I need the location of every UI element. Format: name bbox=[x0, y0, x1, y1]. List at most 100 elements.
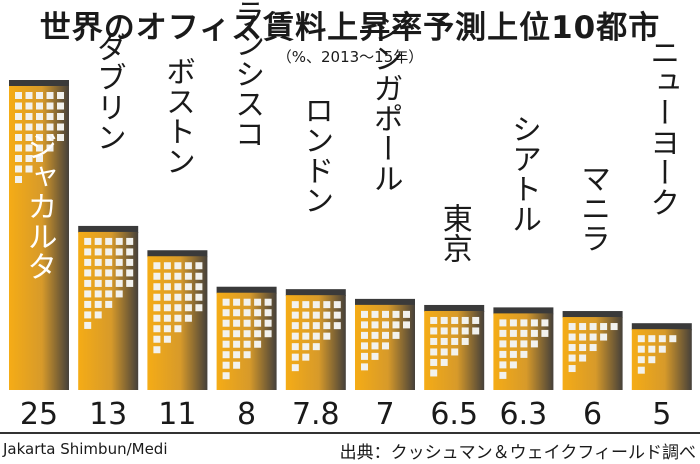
window bbox=[153, 346, 161, 354]
window bbox=[669, 335, 677, 343]
value-label: 11 bbox=[158, 397, 196, 432]
window bbox=[36, 155, 43, 162]
value-label: 6 bbox=[583, 397, 602, 432]
window bbox=[94, 248, 102, 256]
window bbox=[115, 279, 123, 287]
window bbox=[254, 309, 262, 317]
window bbox=[222, 319, 230, 327]
window bbox=[312, 322, 320, 330]
window bbox=[94, 279, 102, 287]
window bbox=[371, 310, 379, 318]
window bbox=[222, 330, 230, 338]
window bbox=[499, 350, 507, 358]
window bbox=[153, 272, 161, 280]
window bbox=[440, 316, 448, 324]
window bbox=[302, 353, 310, 361]
window bbox=[105, 237, 113, 245]
window bbox=[568, 323, 576, 331]
bar-top bbox=[562, 311, 623, 319]
window bbox=[589, 323, 597, 331]
window bbox=[579, 333, 587, 341]
window bbox=[174, 293, 182, 301]
value-label: 8 bbox=[237, 397, 256, 432]
window bbox=[520, 340, 528, 348]
window bbox=[451, 337, 459, 345]
window bbox=[57, 123, 64, 131]
window bbox=[509, 340, 517, 348]
window bbox=[84, 248, 92, 256]
bar-top bbox=[78, 225, 139, 233]
window bbox=[15, 92, 22, 99]
window bbox=[243, 330, 251, 338]
window bbox=[115, 258, 123, 266]
window bbox=[25, 102, 33, 110]
window bbox=[600, 333, 608, 341]
window bbox=[184, 304, 192, 312]
bar-8: シアトル bbox=[493, 113, 554, 390]
window bbox=[15, 123, 22, 131]
window bbox=[637, 356, 645, 364]
window bbox=[461, 327, 469, 335]
window bbox=[233, 361, 241, 369]
city-label: シンガポール bbox=[368, 13, 403, 193]
window bbox=[312, 343, 320, 351]
window bbox=[302, 332, 310, 340]
window bbox=[499, 319, 507, 327]
window bbox=[126, 248, 134, 256]
bar-4: サンフランシスコ bbox=[216, 0, 277, 390]
window bbox=[333, 311, 341, 319]
value-label: 7 bbox=[375, 397, 394, 432]
window bbox=[94, 290, 102, 298]
window bbox=[323, 311, 331, 319]
window bbox=[430, 358, 438, 366]
bar-windows bbox=[84, 237, 134, 329]
window bbox=[451, 327, 459, 335]
window bbox=[361, 321, 368, 329]
window bbox=[530, 329, 538, 337]
window bbox=[509, 319, 517, 327]
window bbox=[126, 237, 134, 245]
window bbox=[57, 102, 64, 110]
window bbox=[195, 272, 203, 280]
window bbox=[57, 92, 64, 99]
city-label: マニラ bbox=[575, 163, 610, 253]
window bbox=[568, 333, 576, 341]
window bbox=[153, 283, 161, 291]
window bbox=[520, 329, 528, 337]
bar-top bbox=[216, 286, 277, 294]
bar-3: ボストン bbox=[147, 56, 208, 390]
window bbox=[323, 322, 331, 330]
bar-5: ロンドン bbox=[285, 95, 346, 390]
window bbox=[382, 310, 389, 318]
window bbox=[291, 301, 299, 309]
window bbox=[312, 311, 320, 319]
bar-10: ニューヨーク bbox=[631, 37, 692, 390]
window bbox=[264, 319, 272, 327]
window bbox=[174, 272, 182, 280]
window bbox=[184, 262, 192, 270]
window bbox=[115, 290, 123, 298]
window bbox=[84, 269, 92, 277]
bar-windows bbox=[361, 310, 410, 371]
baseline bbox=[0, 432, 700, 434]
window bbox=[46, 92, 54, 99]
window bbox=[499, 340, 507, 348]
city-label: サンフランシスコ bbox=[229, 0, 264, 149]
window bbox=[302, 322, 310, 330]
window bbox=[264, 330, 272, 338]
bar-windows bbox=[499, 319, 549, 379]
window bbox=[440, 337, 448, 345]
window bbox=[233, 298, 241, 306]
window bbox=[105, 290, 113, 298]
bar-top bbox=[424, 304, 485, 312]
bar-6: シンガポール bbox=[355, 13, 415, 390]
window bbox=[392, 331, 400, 339]
window bbox=[403, 310, 410, 318]
window bbox=[333, 301, 341, 309]
window bbox=[163, 325, 171, 333]
window bbox=[392, 321, 400, 329]
window bbox=[312, 301, 320, 309]
window bbox=[174, 314, 182, 322]
window bbox=[174, 283, 182, 291]
window bbox=[254, 340, 262, 348]
